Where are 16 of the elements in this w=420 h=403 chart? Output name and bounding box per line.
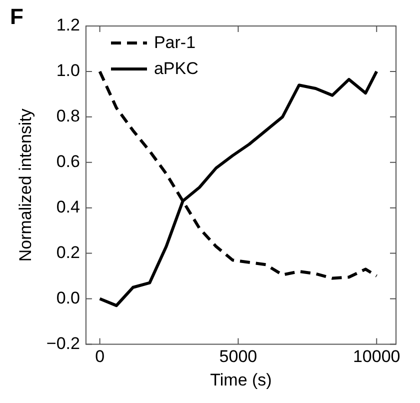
x-tick-label: 5000 <box>219 347 258 366</box>
y-tick-label: 0.8 <box>56 106 80 126</box>
legend-label: aPKC <box>154 59 198 79</box>
y-tick-label: 1.0 <box>56 61 80 80</box>
y-axis-title: Normalized intensity <box>16 108 35 262</box>
y-tick-label: 0.0 <box>56 288 80 308</box>
y-tick-label: 0.6 <box>56 152 80 172</box>
y-tick-label: 0.4 <box>56 198 80 217</box>
text: F <box>10 4 24 30</box>
x-tick-label: 10000 <box>352 347 400 366</box>
y-tick-label: 0.2 <box>56 242 80 262</box>
x-tick-label: 0 <box>95 347 105 366</box>
x-axis-title: Time (s) <box>210 370 272 390</box>
y-tick-label: 1.2 <box>56 16 80 35</box>
legend-label: Par-1 <box>154 33 196 53</box>
y-tick-label: −0.2 <box>46 334 80 353</box>
